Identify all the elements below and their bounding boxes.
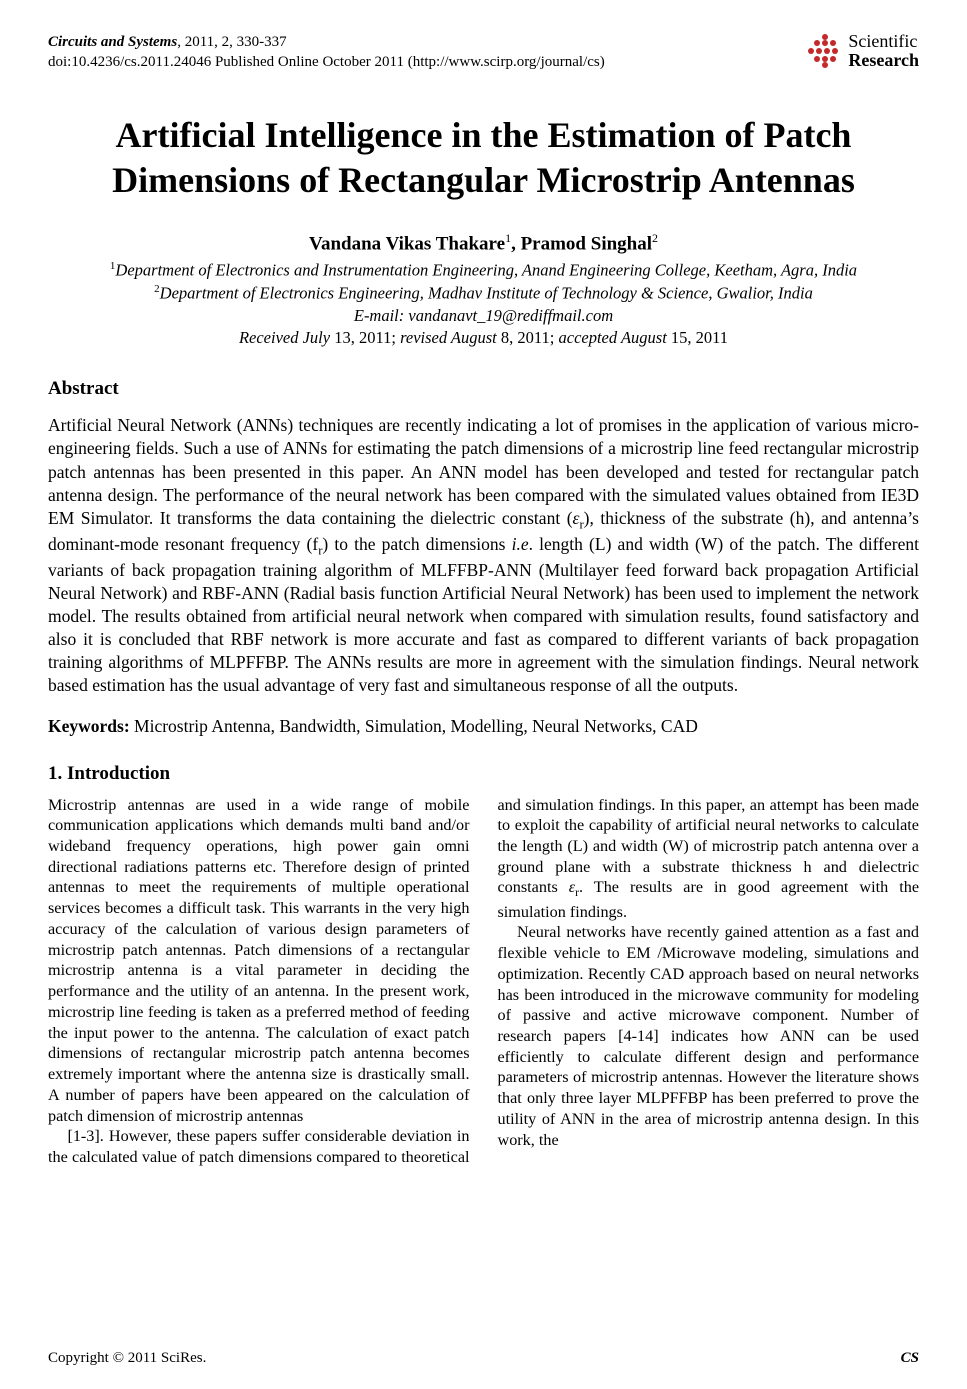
page-header: Circuits and Systems, 2011, 2, 330-337 d… (48, 32, 919, 73)
title-line-1: Artificial Intelligence in the Estimatio… (116, 115, 852, 155)
logo-text: Scientific Research (848, 32, 919, 70)
abstract-p3: ) to the patch dimensions (322, 534, 511, 554)
logo-dots-icon (808, 34, 842, 68)
copyright: Copyright © 2011 SciRes. (48, 1350, 206, 1367)
logo-text-top: Scientific (848, 32, 919, 51)
affiliations: 1Department of Electronics and Instrumen… (48, 259, 919, 305)
received-rest: 13, 2011; (330, 328, 400, 347)
author-1: Vandana Vikas Thakare (309, 233, 505, 254)
journal-info: Circuits and Systems, 2011, 2, 330-337 d… (48, 32, 605, 73)
doi-line: doi:10.4236/cs.2011.24046 Published Onli… (48, 52, 605, 72)
affil-1: Department of Electronics and Instrument… (115, 260, 857, 279)
abstract-p4: . length (L) and width (W) of the patch.… (48, 534, 919, 696)
author-2: Pramod Singhal (521, 233, 652, 254)
dates: Received July 13, 2011; revised August 8… (48, 328, 919, 348)
introduction-heading: 1. Introduction (48, 763, 919, 785)
revised-label: revised August (400, 328, 497, 347)
journal-issue: , 2011, 2, 330-337 (177, 34, 286, 50)
revised-rest: 8, 2011; (497, 328, 559, 347)
journal-name: Circuits and Systems (48, 34, 177, 50)
title-line-2: Dimensions of Rectangular Microstrip Ant… (112, 160, 855, 200)
paper-title: Artificial Intelligence in the Estimatio… (48, 113, 919, 203)
body-para-1: Microstrip antennas are used in a wide r… (48, 795, 470, 1127)
author-2-sup: 2 (652, 231, 658, 245)
logo-text-bottom: Research (848, 51, 919, 70)
keywords: Keywords: Microstrip Antenna, Bandwidth,… (48, 716, 919, 737)
received-label: Received July (239, 328, 330, 347)
body-columns: Microstrip antennas are used in a wide r… (48, 795, 919, 1168)
affil-2: Department of Electronics Engineering, M… (160, 283, 813, 302)
author-sep: , (511, 233, 521, 254)
email-label: E-mail: (354, 306, 409, 325)
page-footer: Copyright © 2011 SciRes. CS (48, 1350, 919, 1367)
email: vandanavt_19@rediffmail.com (408, 306, 613, 325)
journal-abbrev: CS (901, 1350, 919, 1367)
authors: Vandana Vikas Thakare1, Pramod Singhal2 (48, 231, 919, 255)
abstract-body: Artificial Neural Network (ANNs) techniq… (48, 414, 919, 697)
keywords-text: Microstrip Antenna, Bandwidth, Simulatio… (130, 716, 698, 736)
publisher-logo: Scientific Research (808, 32, 919, 70)
accepted-rest: 15, 2011 (667, 328, 728, 347)
body-para-3: Neural networks have recently gained att… (498, 922, 920, 1150)
accepted-label: accepted August (559, 328, 667, 347)
abstract-heading: Abstract (48, 378, 919, 400)
keywords-label: Keywords: (48, 716, 130, 736)
email-line: E-mail: vandanavt_19@rediffmail.com (48, 306, 919, 326)
abstract-ie: i.e (512, 534, 529, 554)
